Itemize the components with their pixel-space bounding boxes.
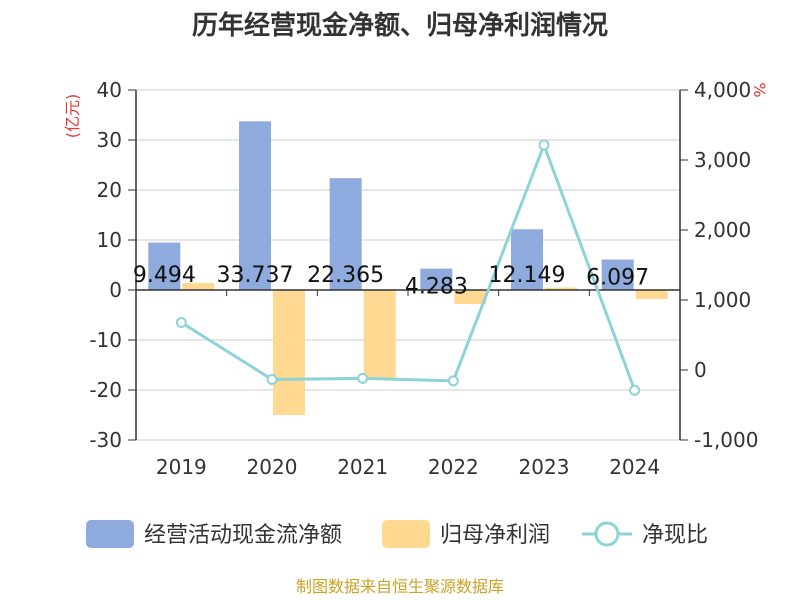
source-note: 制图数据来自恒生聚源数据库 (296, 577, 504, 596)
left-axis-tick-label: 20 (97, 178, 122, 202)
left-axis-tick-label: 0 (109, 278, 122, 302)
x-axis-tick-label: 2020 (247, 455, 298, 479)
data-labels: 9.494 33.737 22.365 4.283 12.149 6.097 (133, 263, 649, 300)
bar-cashflow (148, 242, 181, 290)
bar-net-profit (635, 290, 668, 299)
ratio-point (357, 372, 369, 384)
bar-net-profit (182, 283, 215, 290)
legend-swatch-net-profit (382, 520, 430, 548)
cashflow-data-label: 4.283 (405, 275, 468, 300)
left-axis-tick-label: 10 (97, 228, 122, 252)
bar-net-profit (273, 290, 305, 415)
bar-net-profit (363, 290, 396, 380)
ratio-point (447, 375, 459, 387)
ratio-point (266, 373, 278, 385)
ratio-point (629, 384, 641, 396)
right-axis-tick-label: 2,000 (694, 218, 751, 242)
x-axis-tick-label: 2021 (337, 455, 388, 479)
legend-label-ratio: 净现比 (642, 523, 708, 548)
bar-cashflow (420, 268, 453, 290)
legend-swatch-cashflow (86, 520, 134, 548)
right-axis-tick-label: 1,000 (694, 288, 751, 312)
bars (148, 121, 668, 415)
left-axis-tick-label: -20 (89, 378, 122, 402)
right-axis-tick-label: 3,000 (694, 148, 751, 172)
legend-label-net-profit: 归母净利润 (440, 523, 550, 548)
right-axis-tick-label: 4,000 (694, 78, 751, 102)
left-axis-tick-label: 30 (97, 128, 122, 152)
ratio-line-path (180, 140, 637, 391)
left-axis-tick-label: -30 (89, 428, 122, 452)
legend-marker-ratio (594, 521, 620, 547)
cashflow-data-label: 22.365 (307, 263, 384, 288)
right-axis-unit: % (750, 82, 769, 97)
bar-net-profit (454, 290, 487, 304)
x-axis-tick-label: 2024 (609, 455, 660, 479)
x-axis-tick-label: 2023 (519, 455, 570, 479)
left-axis-unit: (亿元) (63, 94, 82, 139)
legend: 经营活动现金流净额 归母净利润 净现比 (86, 520, 708, 548)
bar-cashflow (239, 121, 271, 290)
cashflow-data-label: 9.494 (133, 263, 196, 288)
left-axis-tick-label: 40 (97, 78, 122, 102)
ratio-point (538, 139, 550, 151)
cashflow-data-label: 33.737 (217, 263, 294, 288)
cashflow-data-label: 12.149 (489, 263, 566, 288)
bar-cashflow (329, 178, 362, 290)
axes: 40 30 20 10 0 -10 -20 -30 4,000 3,000 2,000 1,000 0 -… (89, 78, 758, 479)
cashflow-data-label: 6.097 (586, 266, 649, 291)
legend-label-cashflow: 经营活动现金流净额 (144, 523, 342, 548)
left-axis-tick-label: -10 (89, 328, 122, 352)
bar-cashflow (601, 259, 634, 290)
right-axis-tick-label: -1,000 (694, 428, 758, 452)
right-axis-tick-label: 0 (694, 358, 707, 382)
bar-net-profit (545, 287, 577, 290)
ratio-line (175, 139, 641, 396)
x-axis-tick-label: 2019 (156, 455, 207, 479)
bar-cashflow (511, 229, 543, 290)
chart-title: 历年经营现金净额、归母净利润情况 (192, 10, 608, 41)
x-axis-tick-label: 2022 (428, 455, 479, 479)
ratio-point (175, 317, 187, 329)
